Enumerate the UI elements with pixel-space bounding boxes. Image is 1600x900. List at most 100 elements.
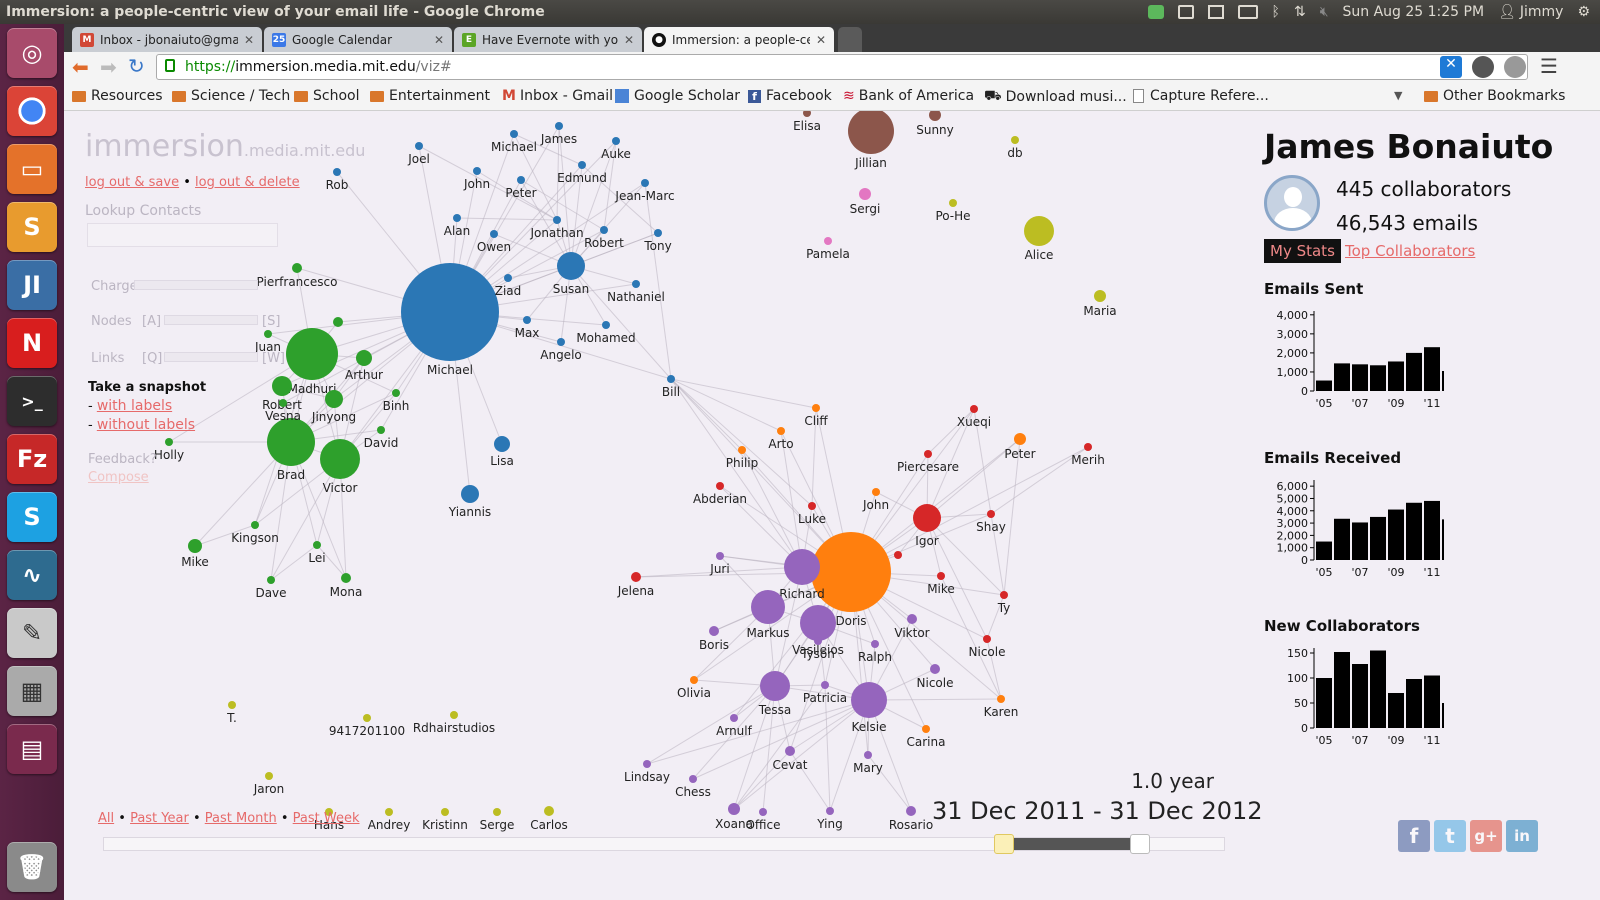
contact-node[interactable]	[871, 640, 879, 648]
contact-node[interactable]	[1000, 591, 1008, 599]
files-icon[interactable]: ▭	[7, 144, 57, 194]
contact-node[interactable]	[313, 541, 321, 549]
contact-node[interactable]	[557, 252, 585, 280]
contact-node[interactable]	[987, 510, 995, 518]
contact-node[interactable]	[785, 746, 795, 756]
menu-icon[interactable]: ☰	[1540, 54, 1558, 78]
bookmark-school[interactable]: School	[294, 88, 359, 104]
contact-node[interactable]	[728, 803, 740, 815]
reload-icon[interactable]: ↻	[128, 54, 145, 78]
skype-icon[interactable]: S	[7, 492, 57, 542]
network-icon[interactable]: ⇅	[1293, 4, 1306, 20]
contact-node[interactable]	[272, 376, 292, 396]
range-past-year-link[interactable]: Past Year	[130, 811, 189, 826]
contact-node[interactable]	[279, 399, 287, 407]
dropbox-icon[interactable]	[1177, 5, 1194, 19]
contact-node[interactable]	[510, 130, 518, 138]
contact-node[interactable]	[937, 572, 945, 580]
timeline-slider[interactable]	[103, 834, 1225, 854]
filezilla-icon[interactable]: Fz	[7, 434, 57, 484]
contact-node[interactable]	[553, 216, 561, 224]
contact-node[interactable]	[415, 142, 423, 150]
linkedin-share-icon[interactable]: in	[1506, 820, 1538, 852]
contact-node[interactable]	[292, 263, 302, 273]
timeline-end-handle[interactable]	[1130, 834, 1150, 854]
range-past-week-link[interactable]: Past Week	[292, 811, 360, 826]
contact-node[interactable]	[716, 482, 724, 490]
facebook-share-icon[interactable]: f	[1398, 820, 1430, 852]
update-icon[interactable]	[1147, 5, 1164, 19]
contact-node[interactable]	[1011, 136, 1019, 144]
range-all-link[interactable]: All	[98, 811, 115, 826]
contact-node[interactable]	[632, 280, 640, 288]
bookmark-capture-reference[interactable]: Capture Refere...	[1133, 88, 1269, 104]
contact-node[interactable]	[473, 167, 481, 175]
contact-node[interactable]	[859, 188, 871, 200]
bookmark-facebook[interactable]: f Facebook	[748, 88, 832, 104]
contact-node[interactable]	[922, 725, 930, 733]
contact-node[interactable]	[1014, 433, 1026, 445]
tab-immersion[interactable]: ● Immersion: a people-cent ✕	[644, 27, 834, 52]
contact-node[interactable]	[907, 614, 917, 624]
contact-node[interactable]	[803, 111, 811, 117]
contact-node[interactable]	[325, 808, 333, 816]
contact-node[interactable]	[821, 681, 829, 689]
contact-node[interactable]	[906, 806, 916, 816]
contact-node[interactable]	[320, 439, 360, 479]
extension-icon[interactable]	[1504, 56, 1526, 78]
contact-node[interactable]	[517, 176, 525, 184]
contact-node[interactable]	[333, 317, 343, 327]
contact-node[interactable]	[824, 237, 832, 245]
contact-node[interactable]	[385, 808, 393, 816]
googleplus-share-icon[interactable]: g+	[1470, 820, 1502, 852]
contact-node[interactable]	[811, 532, 891, 612]
bluetooth-icon[interactable]: ᛒ	[1271, 4, 1280, 20]
contact-node[interactable]	[356, 350, 372, 366]
contact-node[interactable]	[494, 436, 510, 452]
contact-node[interactable]	[267, 418, 315, 466]
bookmark-inbox-gmail[interactable]: M Inbox - Gmail	[502, 88, 614, 104]
contact-node[interactable]	[490, 230, 498, 238]
close-icon[interactable]: ✕	[243, 32, 254, 47]
chrome-icon[interactable]	[7, 86, 57, 136]
contact-node[interactable]	[265, 772, 273, 780]
contact-node[interactable]	[730, 714, 738, 722]
contact-node[interactable]	[578, 161, 586, 169]
contact-node[interactable]	[602, 321, 610, 329]
contact-node[interactable]	[450, 711, 458, 719]
mail-icon[interactable]	[1207, 5, 1224, 19]
contact-node[interactable]	[523, 316, 531, 324]
contact-node[interactable]	[826, 807, 834, 815]
bookmark-science-tech[interactable]: Science / Tech	[172, 88, 290, 104]
extension-icon[interactable]	[1472, 56, 1494, 78]
compose-link[interactable]: Compose	[88, 470, 149, 485]
battery-icon[interactable]	[1237, 5, 1258, 19]
contact-node[interactable]	[325, 390, 343, 408]
contact-node[interactable]	[600, 226, 608, 234]
contact-node[interactable]	[1024, 216, 1054, 246]
contact-node[interactable]	[1094, 290, 1106, 302]
contact-node[interactable]	[667, 375, 675, 383]
extension-icon[interactable]: ✕	[1440, 56, 1462, 78]
contact-node[interactable]	[759, 808, 767, 816]
contact-node[interactable]	[777, 427, 785, 435]
contact-node[interactable]	[363, 714, 371, 722]
bookmark-resources[interactable]: Resources	[72, 88, 163, 104]
user-name[interactable]: Jimmy	[1519, 4, 1564, 20]
contact-node[interactable]	[760, 671, 790, 701]
contact-node[interactable]	[689, 775, 697, 783]
contact-node[interactable]	[251, 521, 259, 529]
contact-node[interactable]	[751, 590, 785, 624]
contact-node[interactable]	[1084, 443, 1092, 451]
snapshot-with-labels-link[interactable]: with labels	[96, 398, 173, 414]
charge-slider[interactable]	[134, 280, 258, 290]
my-stats-button[interactable]: My Stats	[1264, 239, 1341, 263]
calculator-icon[interactable]: ▦	[7, 666, 57, 716]
bookmark-google-scholar[interactable]: Google Scholar	[615, 88, 740, 104]
contact-node[interactable]	[851, 682, 887, 718]
contact-node[interactable]	[555, 122, 563, 130]
contact-node[interactable]	[894, 551, 902, 559]
bookmark-other[interactable]: Other Bookmarks	[1424, 88, 1565, 104]
contact-node[interactable]	[814, 637, 822, 645]
contact-node[interactable]	[631, 572, 641, 582]
